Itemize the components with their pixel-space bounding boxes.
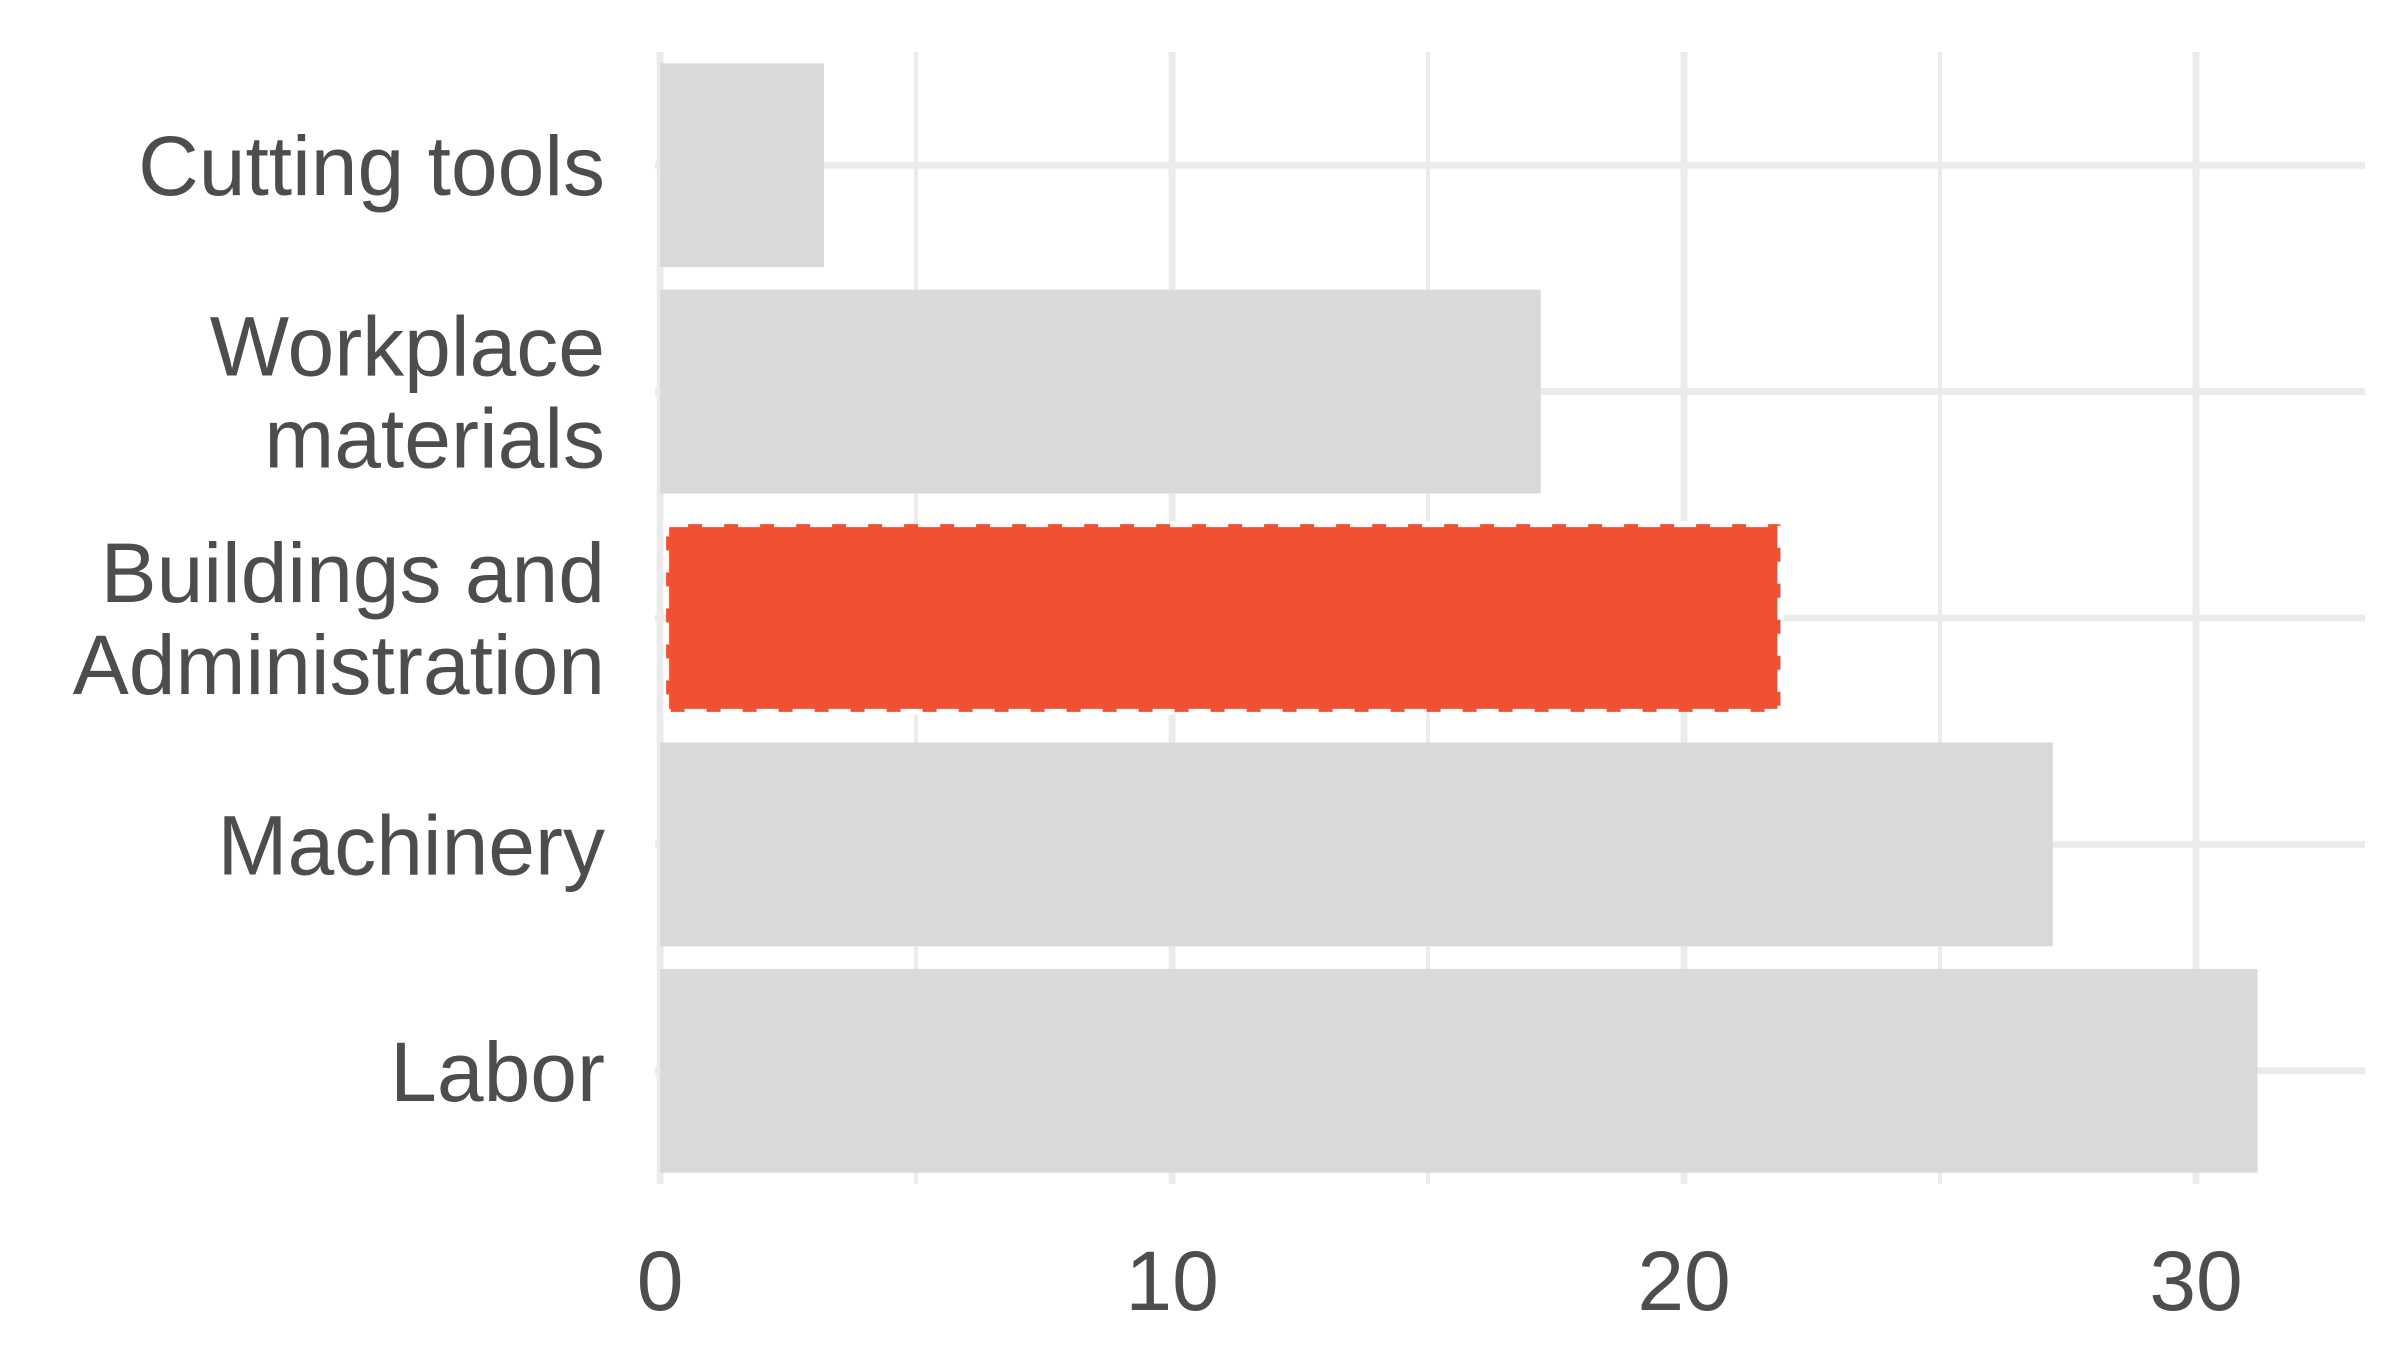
category-label-line: Buildings and [101, 526, 605, 620]
bar [660, 63, 824, 268]
bar [660, 742, 2053, 947]
x-tick-label: 0 [637, 1234, 684, 1328]
category-label-line: Cutting tools [138, 119, 605, 213]
bar-highlighted [663, 521, 1784, 715]
category-label: Workplace materials [210, 300, 605, 486]
bars-layer [660, 63, 2258, 1173]
bar [660, 968, 2258, 1173]
x-tick-label: 20 [1637, 1234, 1730, 1328]
category-label-line: materials [264, 392, 605, 486]
x-tick-label: 30 [2149, 1234, 2242, 1328]
category-label-line: Labor [390, 1025, 605, 1119]
category-label-line: Workplace [210, 300, 605, 394]
bar [660, 289, 1541, 494]
category-label: Buildings and Administration [73, 526, 605, 712]
labels-layer: Cutting tools Workplace materials Buildings… [73, 119, 2243, 1328]
category-label-line: Administration [73, 618, 605, 712]
category-label: Machinery [218, 798, 605, 892]
x-tick-label: 10 [1125, 1234, 1218, 1328]
category-label: Labor [390, 1025, 605, 1119]
category-label: Cutting tools [138, 119, 605, 213]
category-label-line: Machinery [218, 798, 605, 892]
